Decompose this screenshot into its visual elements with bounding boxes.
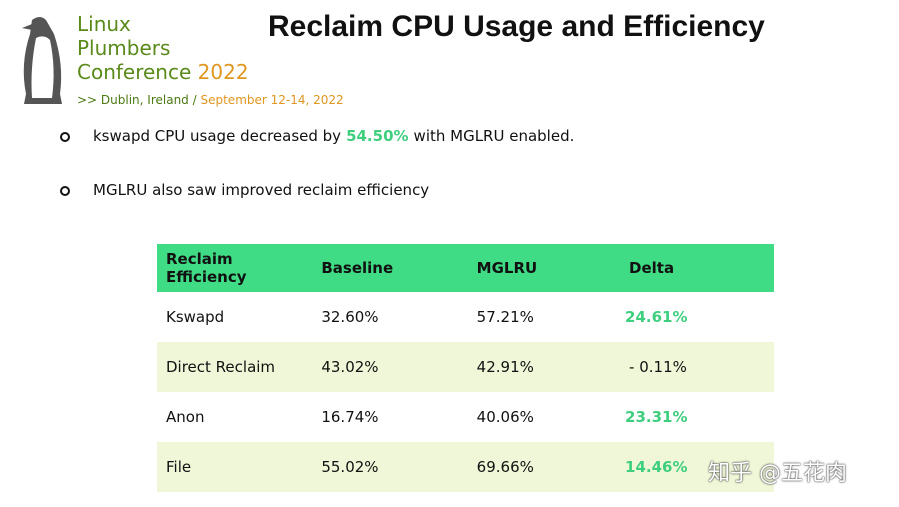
logo-line: Conference xyxy=(77,60,192,84)
logo-year: 2022 xyxy=(197,60,249,84)
table-cell: 40.06% xyxy=(476,408,534,426)
table-cell: 69.66% xyxy=(467,442,621,492)
logo-text: Linux Plumbers Conference 2022 xyxy=(77,12,249,84)
bullet-text: with MGLRU enabled. xyxy=(413,127,575,145)
bullet-text: MGLRU also saw improved reclaim efficien… xyxy=(93,181,430,199)
table-row: File 55.02% 69.66% 14.46% xyxy=(157,442,774,492)
header-row: Reclaim Efficiency Baseline MGLRU Delta xyxy=(157,244,774,292)
header-cell: MGLRU xyxy=(467,244,621,292)
table-row: Direct Reclaim 43.02% 42.91% - 0.11% xyxy=(157,342,774,392)
table-cell: Anon xyxy=(166,408,205,426)
bullet: MGLRU also saw improved reclaim efficien… xyxy=(59,181,430,199)
efficiency-table: Reclaim Efficiency Baseline MGLRU Delta Kswa… xyxy=(157,244,774,492)
table-cell: - 0.11% xyxy=(620,342,774,392)
table-cell: 32.60% xyxy=(321,308,379,326)
title: Reclaim CPU Usage and Efficiency xyxy=(268,10,765,43)
table-cell: File xyxy=(157,442,313,492)
table-cell: 24.61% xyxy=(625,308,688,326)
location-text: >> Dublin, Ireland / xyxy=(77,93,197,107)
table-row: Kswapd 32.60% 57.21% 24.61% xyxy=(157,292,774,342)
table-cell: 55.02% xyxy=(312,442,468,492)
watermark: 知乎 @五花肉 xyxy=(708,461,847,486)
dates: September 12-14, 2022 xyxy=(200,93,344,107)
bullet: kswapd CPU usage decreased by 54.50% with … xyxy=(59,127,575,145)
table-cell: Direct Reclaim xyxy=(157,342,313,392)
table-cell: 43.02% xyxy=(312,342,468,392)
table-cell: 42.91% xyxy=(467,342,621,392)
location: >> Dublin, Ireland / September 12-14, 20… xyxy=(77,93,344,107)
header-cell: Baseline xyxy=(312,244,468,292)
bullet-text: kswapd CPU usage decreased by xyxy=(93,127,342,145)
table-cell: 23.31% xyxy=(625,408,688,426)
table-row: Anon 16.74% 40.06% 23.31% xyxy=(157,392,774,442)
header-cell: Reclaim Efficiency xyxy=(157,244,313,292)
highlight: 54.50% xyxy=(346,127,409,145)
logo-line: Linux xyxy=(77,12,131,36)
penguin-logo xyxy=(22,17,62,104)
table-cell: 16.74% xyxy=(321,408,379,426)
table-cell: Kswapd xyxy=(166,308,225,326)
table-cell: 57.21% xyxy=(476,308,534,326)
header-cell: Delta xyxy=(620,244,774,292)
logo-line: Plumbers xyxy=(77,36,171,60)
table-cell: 14.46% xyxy=(620,442,774,492)
